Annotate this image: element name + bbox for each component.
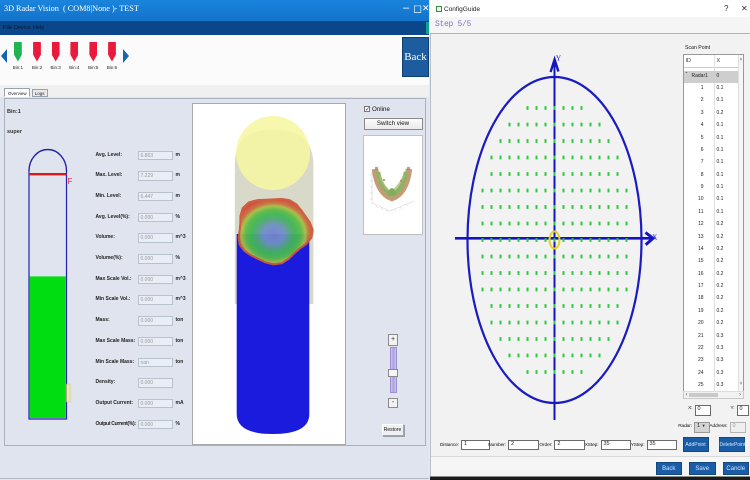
svg-text:Y: Y xyxy=(556,54,562,63)
svg-text:F: F xyxy=(68,177,73,186)
svg-text:X: X xyxy=(652,233,658,242)
